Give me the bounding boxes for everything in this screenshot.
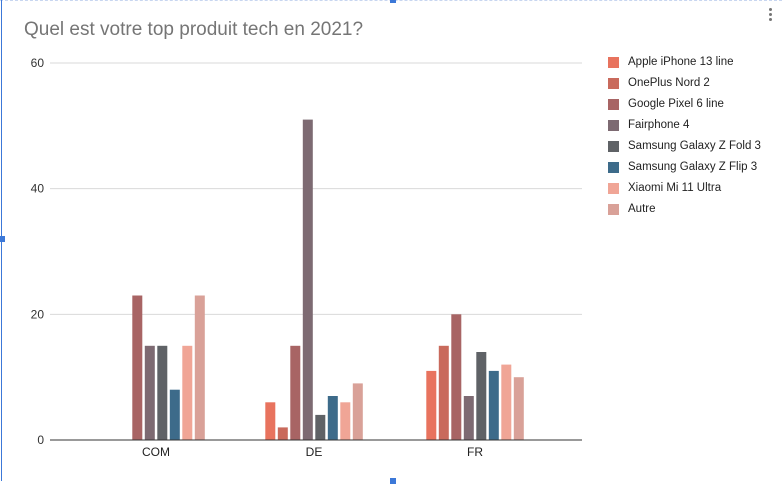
bar-com-6	[169, 389, 180, 440]
legend-label: Samsung Galaxy Z Flip 3	[628, 161, 758, 173]
resize-handle-left[interactable]	[0, 236, 5, 242]
x-tick-label: DE	[306, 445, 323, 459]
legend-swatch	[608, 203, 619, 215]
legend-swatch	[608, 56, 619, 68]
legend-item[interactable]: Samsung Galaxy Z Fold 3	[608, 139, 761, 153]
bar-fr-8	[513, 377, 524, 440]
bar-fr-6	[488, 370, 499, 440]
legend-label: OnePlus Nord 2	[628, 77, 710, 89]
legend-swatch	[608, 140, 619, 152]
legend-label: Samsung Galaxy Z Fold 3	[628, 140, 761, 152]
bar-fr-1	[426, 370, 437, 440]
legend-item[interactable]: Google Pixel 6 line	[608, 97, 724, 111]
legend-swatch	[608, 77, 619, 89]
bar-fr-5	[476, 352, 487, 440]
legend-item[interactable]: Apple iPhone 13 line	[608, 55, 734, 69]
bar-fr-3	[451, 314, 462, 440]
bar-de-3	[290, 345, 301, 441]
bar-de-6	[327, 396, 338, 440]
bar-com-4	[144, 345, 155, 441]
legend-swatch	[608, 119, 619, 131]
legend-label: Google Pixel 6 line	[628, 98, 724, 110]
bar-com-7	[182, 345, 193, 441]
bar-fr-2	[438, 345, 449, 441]
y-tick-label: 40	[31, 182, 45, 196]
x-tick-label: COM	[142, 445, 170, 459]
legend-label: Apple iPhone 13 line	[628, 56, 734, 68]
legend-item[interactable]: Autre	[608, 202, 656, 216]
y-tick-label: 0	[37, 433, 44, 447]
legend-label: Xiaomi Mi 11 Ultra	[628, 182, 722, 194]
bar-com-8	[194, 295, 205, 440]
y-tick-label: 60	[31, 56, 45, 70]
bar-com-3	[132, 295, 143, 440]
bar-de-8	[352, 383, 363, 440]
legend-swatch	[608, 98, 619, 110]
bar-com-5	[157, 345, 168, 441]
legend-item[interactable]: Xiaomi Mi 11 Ultra	[608, 181, 721, 195]
legend-item[interactable]: Samsung Galaxy Z Flip 3	[608, 160, 757, 174]
more-options-icon[interactable]	[766, 6, 774, 26]
bar-de-4	[302, 119, 313, 440]
x-tick-label: FR	[467, 445, 483, 459]
bar-de-7	[340, 402, 351, 440]
legend-swatch	[608, 182, 619, 194]
chart-title: Quel est votre top produit tech en 2021?	[24, 19, 364, 40]
y-tick-label: 20	[31, 307, 45, 321]
bar-de-1	[265, 402, 276, 440]
bar-de-5	[315, 414, 326, 440]
resize-handle-top[interactable]	[390, 0, 396, 3]
bar-de-2	[277, 427, 288, 440]
legend-item[interactable]: Fairphone 4	[608, 118, 689, 132]
legend-label: Fairphone 4	[628, 119, 690, 131]
legend-label: Autre	[628, 203, 656, 215]
bar-fr-7	[501, 364, 512, 440]
legend-swatch	[608, 161, 619, 173]
legend-item[interactable]: OnePlus Nord 2	[608, 76, 710, 90]
bar-fr-4	[463, 396, 474, 440]
